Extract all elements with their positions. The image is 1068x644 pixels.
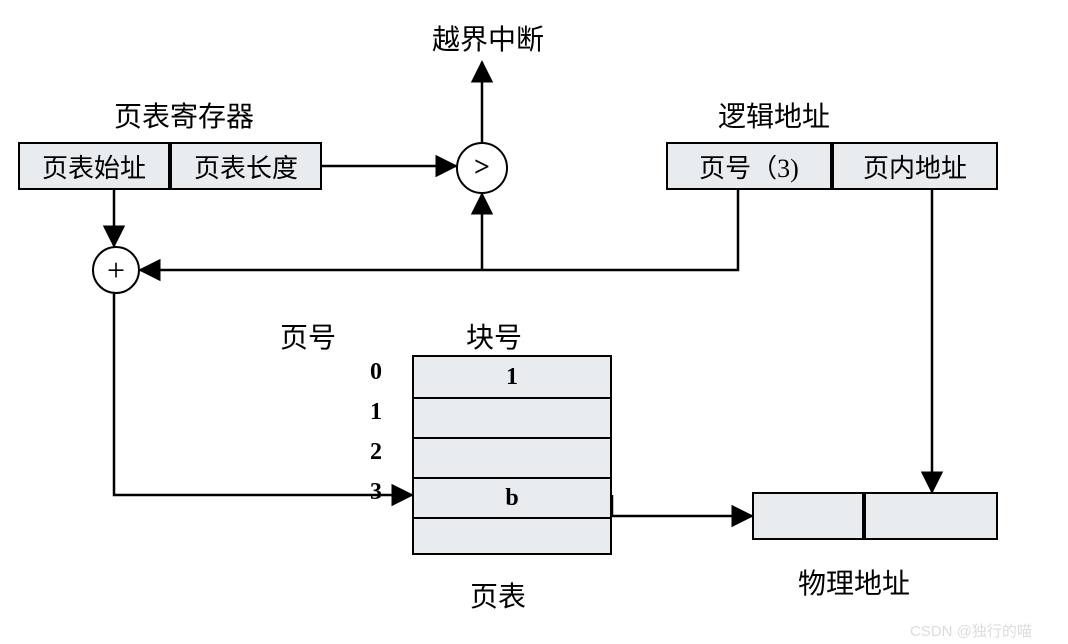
page-table-index: 3 (370, 479, 382, 506)
phys-left-box (752, 492, 864, 540)
comparator-node: > (456, 142, 508, 194)
page-table-row: b (414, 477, 610, 517)
comparator-symbol: > (474, 152, 490, 184)
page-table-row (414, 517, 610, 557)
page-table-index: 0 (370, 359, 382, 386)
adder-to-row3 (114, 294, 412, 495)
interrupt-label: 越界中断 (432, 18, 544, 58)
reg-base-text: 页表始址 (42, 148, 146, 185)
block-no-header: 块号 (466, 316, 522, 356)
logical-offset-text: 页内地址 (863, 148, 967, 185)
page-table-index: 1 (370, 399, 382, 426)
page-table-row: 1 (414, 357, 610, 397)
page-table-row (414, 437, 610, 477)
page-table-title: 页表 (470, 575, 526, 615)
page-table: 1b (412, 355, 612, 555)
pageno-down-turn (140, 190, 738, 270)
logical-addr-title: 逻辑地址 (718, 95, 830, 135)
reg-length-box: 页表长度 (170, 142, 322, 190)
page-table-index: 2 (370, 439, 382, 466)
logical-page-box: 页号（3) (666, 142, 832, 190)
register-title: 页表寄存器 (114, 95, 254, 135)
page-no-header: 页号 (280, 316, 336, 356)
watermark: CSDN @独行的喵 (910, 620, 1032, 641)
adder-symbol: + (107, 254, 125, 286)
row3-to-phys (612, 495, 752, 516)
reg-length-text: 页表长度 (194, 148, 298, 185)
page-table-row (414, 397, 610, 437)
logical-page-text: 页号（3) (699, 148, 799, 185)
reg-base-box: 页表始址 (18, 142, 170, 190)
adder-node: + (92, 246, 140, 294)
phys-right-box (864, 492, 998, 540)
logical-offset-box: 页内地址 (832, 142, 998, 190)
physical-addr-title: 物理地址 (798, 562, 910, 602)
